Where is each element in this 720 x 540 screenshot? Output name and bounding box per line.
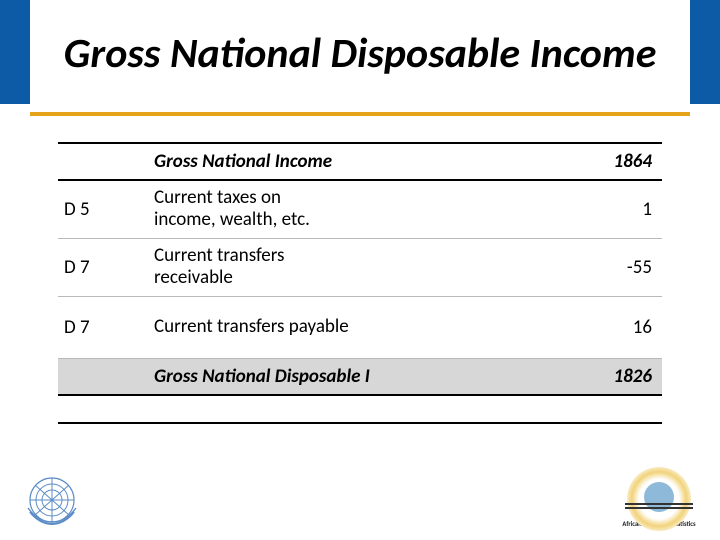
row-value: 16 xyxy=(498,296,662,358)
total-desc: Gross National Disposable I xyxy=(148,358,498,395)
row-code: D 5 xyxy=(58,180,148,238)
page-title: Gross National Disposable Income xyxy=(64,31,657,76)
header-desc: Gross National Income xyxy=(148,143,498,180)
acs-logo: African Centre for Statistics xyxy=(620,467,698,528)
row-desc: Current taxes onincome, wealth, etc. xyxy=(148,180,498,238)
table-row: D 7Current transfers payable16 xyxy=(58,296,662,358)
row-code: D 7 xyxy=(58,296,148,358)
table-total-row: Gross National Disposable I1826 xyxy=(58,358,662,395)
row-desc: Current transfers payable xyxy=(148,296,498,358)
row-value: -55 xyxy=(498,238,662,296)
table-footer-row xyxy=(58,395,662,423)
row-value: 1 xyxy=(498,180,662,238)
table-header-row: Gross National Income1864 xyxy=(58,143,662,180)
income-table: Gross National Income1864D 5Current taxe… xyxy=(58,142,662,424)
globe-icon xyxy=(627,467,691,531)
header-value: 1864 xyxy=(498,143,662,180)
total-value: 1826 xyxy=(498,358,662,395)
table-row: D 5Current taxes onincome, wealth, etc.1 xyxy=(58,180,662,238)
row-code: D 7 xyxy=(58,238,148,296)
title-box: Gross National Disposable Income xyxy=(30,0,690,108)
row-desc: Current transfersreceivable xyxy=(148,238,498,296)
un-emblem-icon xyxy=(22,474,82,526)
accent-line xyxy=(30,112,690,116)
table-row: D 7Current transfersreceivable-55 xyxy=(58,238,662,296)
